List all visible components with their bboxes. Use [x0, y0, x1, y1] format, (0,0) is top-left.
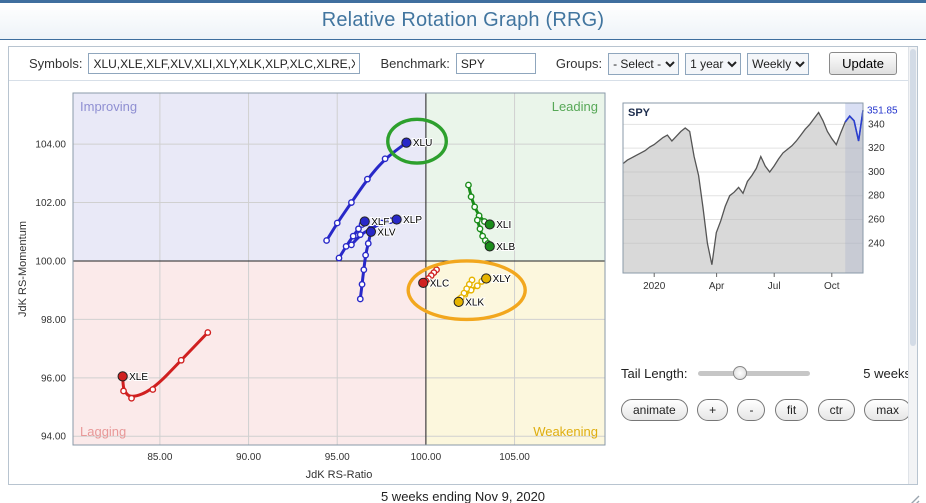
svg-text:XLP: XLP: [403, 215, 422, 226]
svg-text:85.00: 85.00: [147, 452, 172, 463]
rrg-tail-XLU[interactable]: XLU: [323, 137, 433, 244]
rrg-app: Symbols: Benchmark: Groups: - Select - 1…: [8, 46, 918, 485]
rrg-tail-XLV[interactable]: XLV: [356, 226, 397, 303]
quadrant-label-lagging: Lagging: [80, 424, 126, 439]
svg-text:100.00: 100.00: [411, 452, 442, 463]
spy-price-chart: 240 260 280 300 320 340 2020 Apr Jul Oct SPY 351.85: [622, 102, 898, 292]
svg-text:90.00: 90.00: [236, 452, 261, 463]
scrollbar-thumb[interactable]: [910, 49, 916, 347]
maximize-button[interactable]: max: [864, 399, 911, 421]
resize-handle[interactable]: [906, 492, 920, 503]
svg-text:94.00: 94.00: [41, 432, 66, 443]
main-content: 85.00 90.00 95.00 100.00 105.00 94.00 96.00 98.…: [9, 81, 917, 490]
animate-button[interactable]: animate: [621, 399, 688, 421]
svg-text:Jul: Jul: [768, 281, 781, 292]
page-title: Relative Rotation Graph (RRG): [321, 9, 605, 31]
svg-text:96.00: 96.00: [41, 373, 66, 384]
rrg-chart[interactable]: 85.00 90.00 95.00 100.00 105.00 94.00 96.00 98.…: [13, 87, 613, 485]
svg-text:XLU: XLU: [413, 138, 432, 149]
page-header: Relative Rotation Graph (RRG): [0, 0, 926, 40]
groups-label: Groups:: [555, 56, 603, 71]
symbols-label: Symbols:: [28, 56, 83, 71]
toolbar: Symbols: Benchmark: Groups: - Select - 1…: [9, 47, 917, 81]
footer-caption: 5 weeks ending Nov 9, 2020: [380, 489, 546, 503]
update-button[interactable]: Update: [829, 52, 897, 75]
fit-button[interactable]: fit: [774, 399, 809, 421]
side-panel: 240 260 280 300 320 340 2020 Apr Jul Oct SPY 351.85…: [621, 95, 911, 490]
rrg-tail-XLK[interactable]: XLK: [453, 276, 485, 309]
zoom-out-button[interactable]: -: [737, 399, 766, 421]
highlight-ellipse: [406, 259, 527, 322]
rrg-tail-XLI[interactable]: XLI: [465, 181, 512, 232]
svg-text:XLY: XLY: [493, 274, 511, 285]
svg-text:XLF: XLF: [371, 217, 389, 228]
chart-buttons: animate + - fit ctr max: [621, 399, 911, 421]
svg-text:102.00: 102.00: [35, 198, 66, 209]
slider-thumb[interactable]: [733, 366, 748, 380]
footer: 5 weeks ending Nov 9, 2020: [0, 489, 926, 503]
svg-text:95.00: 95.00: [325, 452, 350, 463]
quadrant-label-leading: Leading: [552, 99, 598, 114]
rrg-tail-XLF[interactable]: XLF: [335, 216, 391, 262]
rrg-tail-XLB[interactable]: XLB: [473, 216, 516, 254]
quadrant-label-weakening: Weakening: [533, 424, 598, 439]
symbols-input[interactable]: [88, 53, 361, 74]
tail-length-control: Tail Length: 5 weeks: [621, 366, 911, 381]
vertical-scrollbar[interactable]: [908, 47, 917, 484]
svg-text:260: 260: [868, 215, 885, 226]
svg-text:XLI: XLI: [496, 220, 511, 231]
svg-text:300: 300: [868, 167, 885, 178]
rrg-tail-XLC[interactable]: XLC: [418, 266, 450, 290]
svg-text:XLV: XLV: [377, 227, 395, 238]
svg-text:280: 280: [868, 191, 885, 202]
svg-text:XLE: XLE: [129, 372, 148, 383]
svg-text:320: 320: [868, 143, 885, 154]
svg-text:105.00: 105.00: [499, 452, 530, 463]
benchmark-input[interactable]: [455, 53, 536, 74]
x-axis-label: JdK RS-Ratio: [306, 469, 373, 481]
y-axis-label: JdK RS-Momentum: [17, 221, 29, 317]
period-select[interactable]: 1 year: [685, 52, 742, 75]
tail-length-value: 5 weeks: [863, 366, 911, 381]
spy-last-value: 351.85: [867, 105, 898, 116]
svg-text:340: 340: [868, 119, 885, 130]
svg-text:XLC: XLC: [430, 278, 449, 289]
spy-label: SPY: [628, 107, 651, 119]
svg-text:Apr: Apr: [709, 281, 725, 292]
svg-text:2020: 2020: [643, 281, 666, 292]
groups-select[interactable]: - Select -: [608, 52, 680, 75]
benchmark-label: Benchmark:: [380, 56, 450, 71]
highlight-ellipse: [386, 117, 448, 165]
svg-text:XLK: XLK: [465, 297, 484, 308]
svg-text:XLB: XLB: [496, 242, 515, 253]
svg-text:Oct: Oct: [824, 281, 840, 292]
svg-text:104.00: 104.00: [35, 140, 66, 151]
svg-text:98.00: 98.00: [41, 315, 66, 326]
quadrant-label-improving: Improving: [80, 99, 137, 114]
svg-text:100.00: 100.00: [35, 256, 66, 267]
tail-length-label: Tail Length:: [621, 366, 688, 381]
svg-text:240: 240: [868, 238, 885, 249]
center-button[interactable]: ctr: [817, 399, 855, 421]
frequency-select[interactable]: Weekly: [747, 52, 810, 75]
rrg-tail-XLE[interactable]: XLE: [117, 329, 212, 402]
rrg-chart-area: 85.00 90.00 95.00 100.00 105.00 94.00 96.00 98.…: [13, 87, 613, 490]
tail-length-slider[interactable]: [697, 366, 810, 380]
zoom-in-button[interactable]: +: [697, 399, 729, 421]
